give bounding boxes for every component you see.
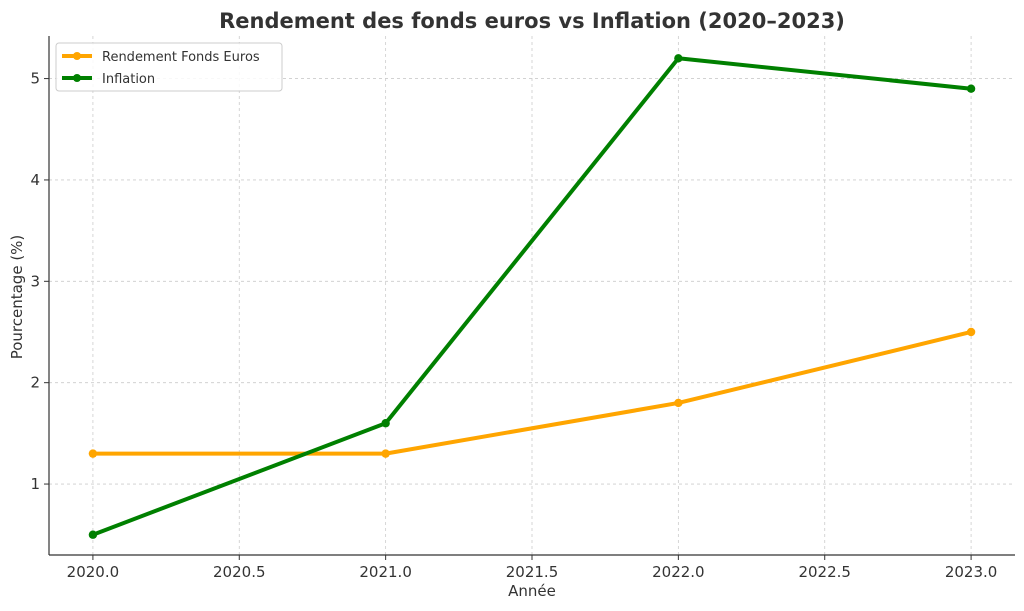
x-tick-label: 2022.5 xyxy=(798,563,851,581)
data-point-rendement-fonds-euros xyxy=(674,398,683,408)
y-tick-label: 2 xyxy=(30,374,40,392)
x-tick-label: 2020.0 xyxy=(67,563,120,581)
y-tick-label: 4 xyxy=(30,171,40,189)
x-tick-label: 2021.0 xyxy=(359,563,412,581)
legend: Rendement Fonds Euros Inflation xyxy=(55,42,283,92)
legend-marker-fonds-euros xyxy=(73,52,81,60)
data-point-rendement-fonds-euros xyxy=(88,449,98,458)
data-point-inflation xyxy=(674,54,683,63)
x-tick-label: 2021.5 xyxy=(506,563,559,581)
chart-title: Rendement des fonds euros vs Inflation (… xyxy=(219,9,845,33)
grid xyxy=(49,36,1015,555)
x-tick-label: 2023.0 xyxy=(945,563,998,581)
y-tick-label: 1 xyxy=(30,475,40,493)
x-tick-label: 2022.0 xyxy=(652,563,705,581)
legend-box xyxy=(55,42,283,92)
data-point-rendement-fonds-euros xyxy=(966,327,976,337)
legend-label-fonds-euros: Rendement Fonds Euros xyxy=(102,50,260,65)
x-ticks: 2020.0 2020.5 2021.0 2021.5 2022.0 2022.5 2023… xyxy=(67,555,998,581)
data-point-inflation xyxy=(966,84,976,93)
series-line-inflation xyxy=(90,56,974,537)
series-lines xyxy=(88,54,976,539)
data-point-inflation xyxy=(88,530,98,539)
data-point-rendement-fonds-euros xyxy=(381,449,390,458)
y-tick-label: 3 xyxy=(30,272,40,290)
x-tick-label: 2020.5 xyxy=(213,563,266,581)
data-point-inflation xyxy=(381,419,390,428)
x-axis-label: Année xyxy=(508,582,556,600)
legend-label-inflation: Inflation xyxy=(102,72,155,87)
y-axis-label: Pourcentage (%) xyxy=(8,235,26,360)
y-tick-label: 5 xyxy=(30,70,40,88)
y-ticks: 1 2 3 4 5 xyxy=(30,70,49,493)
series-line-rendement-fonds-euros xyxy=(90,329,974,456)
legend-marker-inflation xyxy=(73,74,81,82)
